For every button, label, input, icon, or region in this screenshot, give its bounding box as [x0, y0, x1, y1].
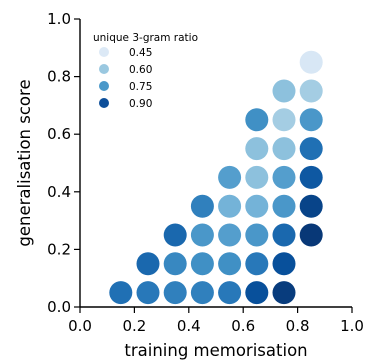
legend: unique 3-gram ratio 0.45 0.60 0.75 0.90 — [93, 32, 198, 110]
legend-title: unique 3-gram ratio — [93, 32, 198, 44]
x-tick-label: 0.8 — [286, 317, 310, 335]
y-tick-label: 0.8 — [47, 68, 71, 86]
data-point — [245, 223, 269, 247]
data-point — [136, 281, 160, 305]
data-point — [190, 223, 214, 247]
data-point — [245, 137, 269, 161]
data-point — [218, 252, 242, 276]
data-point — [272, 137, 296, 161]
legend-marker — [99, 47, 109, 57]
data-point — [163, 223, 187, 247]
data-point — [245, 194, 269, 218]
data-point — [272, 165, 296, 189]
data-point — [272, 252, 296, 276]
legend-label: 0.90 — [129, 98, 152, 110]
data-point — [299, 165, 323, 189]
data-point — [218, 281, 242, 305]
data-point — [272, 194, 296, 218]
data-point — [190, 194, 214, 218]
data-point — [299, 50, 323, 74]
x-tick-label: 0.0 — [68, 317, 92, 335]
data-point — [272, 79, 296, 103]
data-point — [299, 137, 323, 161]
legend-label: 0.75 — [129, 81, 152, 93]
data-point — [245, 281, 269, 305]
y-tick-label: 0.4 — [47, 183, 71, 201]
data-point — [245, 165, 269, 189]
data-point — [218, 223, 242, 247]
legend-entries: 0.45 0.60 0.75 0.90 — [99, 47, 152, 110]
y-axis-title: generalisation score — [15, 79, 34, 246]
data-point — [218, 165, 242, 189]
data-point — [272, 223, 296, 247]
y-tick-label: 0.2 — [47, 240, 71, 258]
legend-marker — [99, 64, 109, 74]
data-point — [163, 281, 187, 305]
legend-marker — [99, 98, 109, 108]
data-point — [109, 281, 133, 305]
data-point — [190, 281, 214, 305]
data-point — [218, 194, 242, 218]
y-ticks: 0.0 0.2 0.4 0.6 0.8 1.0 — [47, 10, 80, 316]
legend-label: 0.45 — [129, 47, 152, 59]
legend-label: 0.60 — [129, 64, 152, 76]
x-tick-label: 0.2 — [122, 317, 146, 335]
data-point — [299, 79, 323, 103]
x-tick-label: 0.4 — [177, 317, 201, 335]
data-point — [272, 281, 296, 305]
data-point — [136, 252, 160, 276]
y-tick-label: 0.0 — [47, 298, 71, 316]
data-point — [190, 252, 214, 276]
data-point — [245, 252, 269, 276]
data-point — [272, 108, 296, 132]
points-layer — [109, 50, 323, 305]
data-point — [299, 223, 323, 247]
data-point — [163, 252, 187, 276]
legend-marker — [99, 81, 109, 91]
x-tick-label: 1.0 — [340, 317, 364, 335]
x-tick-label: 0.6 — [231, 317, 255, 335]
y-tick-label: 1.0 — [47, 10, 71, 28]
x-axis-title: training memorisation — [124, 341, 307, 360]
axes — [79, 19, 352, 308]
data-point — [245, 108, 269, 132]
data-point — [299, 108, 323, 132]
data-point — [299, 194, 323, 218]
x-ticks: 0.0 0.2 0.4 0.6 0.8 1.0 — [68, 307, 364, 335]
y-tick-label: 0.6 — [47, 125, 71, 143]
